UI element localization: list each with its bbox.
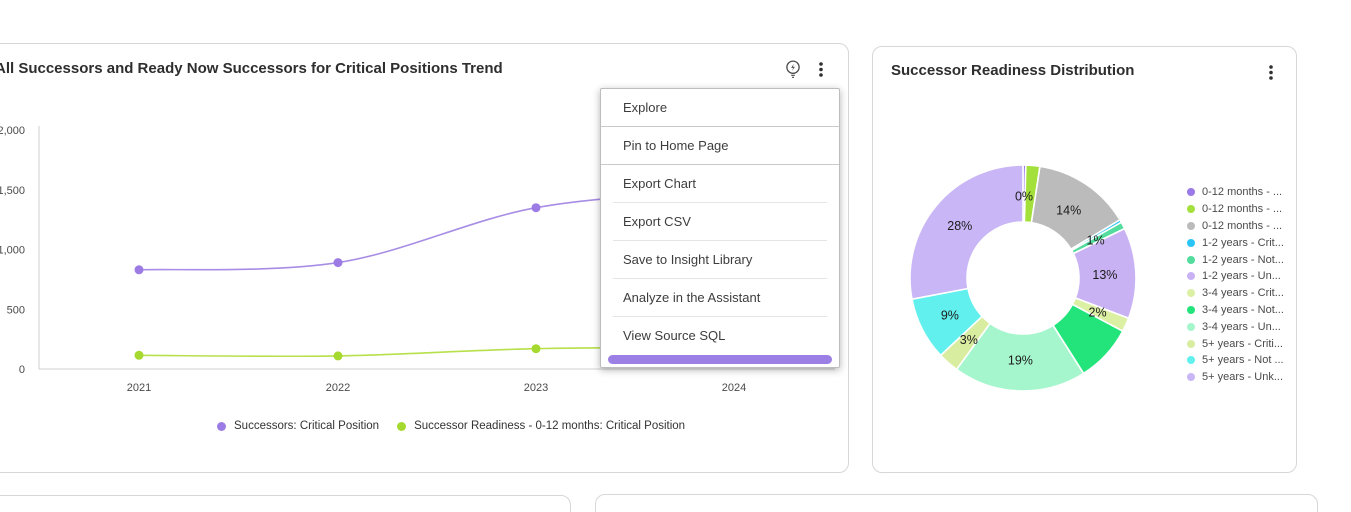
legend-label: 1-2 years - Not... xyxy=(1202,253,1284,266)
donut-legend-item[interactable]: 3-4 years - Not... xyxy=(1187,302,1284,319)
donut-legend-item[interactable]: 3-4 years - Crit... xyxy=(1187,285,1284,302)
chart-context-menu: Explore Pin to Home Page Export Chart Expor… xyxy=(600,88,840,368)
donut-legend-item[interactable]: 0-12 months - ... xyxy=(1187,184,1284,201)
menu-item-export-chart[interactable]: Export Chart xyxy=(601,165,839,203)
svg-text:14%: 14% xyxy=(1056,203,1081,217)
legend-label: Successors: Critical Position xyxy=(234,420,380,432)
legend-dot-icon xyxy=(1187,356,1195,365)
legend-dot-icon xyxy=(1187,289,1195,298)
svg-text:3%: 3% xyxy=(960,333,978,347)
svg-text:1,500: 1,500 xyxy=(0,185,25,197)
trend-kebab-menu-button[interactable] xyxy=(812,58,830,84)
svg-text:0: 0 xyxy=(19,364,25,376)
lightbulb-bolt-icon xyxy=(783,59,803,83)
menu-item-view-source-sql[interactable]: View Source SQL xyxy=(623,328,726,343)
legend-dot-icon xyxy=(1187,255,1195,264)
bottom-right-card xyxy=(595,494,1318,512)
donut-legend-item[interactable]: 5+ years - Not ... xyxy=(1187,352,1284,369)
svg-text:2022: 2022 xyxy=(326,382,350,394)
svg-text:2,000: 2,000 xyxy=(0,125,25,137)
trend-chart-legend: Successors: Critical Position Successor R… xyxy=(217,420,685,432)
legend-label: 5+ years - Not ... xyxy=(1202,354,1284,367)
svg-text:28%: 28% xyxy=(947,219,972,233)
legend-dot-icon xyxy=(1187,373,1195,382)
donut-legend-item[interactable]: 0-12 months - ... xyxy=(1187,201,1284,218)
legend-dot-icon xyxy=(1187,205,1195,214)
legend-dot-icon xyxy=(1187,339,1195,348)
svg-text:0%: 0% xyxy=(1015,190,1033,204)
legend-label: 3-4 years - Not... xyxy=(1202,303,1284,316)
donut-card-title: Successor Readiness Distribution xyxy=(891,62,1135,79)
svg-text:500: 500 xyxy=(7,304,25,316)
donut-legend-item[interactable]: 1-2 years - Not... xyxy=(1187,251,1284,268)
legend-dot-icon xyxy=(1187,188,1195,197)
trend-legend-item[interactable]: Successors: Critical Position xyxy=(217,420,379,432)
svg-text:1%: 1% xyxy=(1087,233,1105,247)
svg-text:2021: 2021 xyxy=(127,382,151,394)
menu-item-analyze-in-the-assistant[interactable]: Analyze in the Assistant xyxy=(601,279,839,317)
donut-legend-item[interactable]: 1-2 years - Crit... xyxy=(1187,234,1284,251)
legend-dot-icon xyxy=(1187,305,1195,314)
svg-text:13%: 13% xyxy=(1092,268,1117,282)
legend-label: 0-12 months - ... xyxy=(1202,186,1283,199)
menu-item-save-to-insight-library[interactable]: Save to Insight Library xyxy=(601,241,839,279)
svg-text:2024: 2024 xyxy=(722,382,746,394)
donut-card: Successor Readiness Distribution 0% 14% 1%… xyxy=(872,46,1297,473)
legend-dot-icon xyxy=(397,421,407,431)
donut-legend-item[interactable]: 5+ years - Unk... xyxy=(1187,369,1284,386)
donut-kebab-menu-button[interactable] xyxy=(1262,61,1280,87)
legend-dot-icon xyxy=(1187,322,1195,331)
insight-lightbulb-button[interactable] xyxy=(781,57,805,85)
legend-label: 5+ years - Unk... xyxy=(1202,371,1284,384)
trend-line-chart: 0 500 1,000 1,500 2,000 2021 2022 2023 2024 xyxy=(0,125,835,394)
legend-label: 3-4 years - Crit... xyxy=(1202,287,1284,300)
kebab-icon xyxy=(814,60,828,82)
legend-label: 1-2 years - Un... xyxy=(1202,270,1281,283)
donut-legend-item[interactable]: 0-12 months - ... xyxy=(1187,218,1284,235)
donut-legend: 0-12 months - ... 0-12 months - ... 0-12 m… xyxy=(1187,184,1284,386)
donut-legend-item[interactable]: 3-4 years - Un... xyxy=(1187,318,1284,335)
legend-label: Successor Readiness - 0-12 months: Criti… xyxy=(414,420,686,432)
trend-legend-item[interactable]: Successor Readiness - 0-12 months: Criti… xyxy=(397,420,685,432)
svg-text:2023: 2023 xyxy=(524,382,548,394)
legend-label: 0-12 months - ... xyxy=(1202,203,1283,216)
donut-legend-item[interactable]: 5+ years - Criti... xyxy=(1187,335,1284,352)
legend-dot-icon xyxy=(217,421,226,431)
menu-item-pin-to-home-page[interactable]: Pin to Home Page xyxy=(601,127,839,165)
legend-label: 1-2 years - Crit... xyxy=(1202,236,1284,249)
trend-card-actions xyxy=(781,57,830,85)
legend-label: 3-4 years - Un... xyxy=(1202,320,1281,333)
svg-text:9%: 9% xyxy=(941,309,959,323)
donut-chart: 0% 14% 1% 13% 2% 19% 3%9% 28% xyxy=(909,164,1137,392)
trend-card-title: All Successors and Ready Now Successors … xyxy=(0,60,503,77)
bottom-left-card xyxy=(0,495,571,512)
legend-dot-icon xyxy=(1187,221,1195,230)
svg-text:19%: 19% xyxy=(1008,354,1033,368)
svg-text:1,000: 1,000 xyxy=(0,245,25,257)
donut-legend-item[interactable]: 1-2 years - Un... xyxy=(1187,268,1284,285)
svg-text:2%: 2% xyxy=(1089,306,1107,320)
menu-item-explore[interactable]: Explore xyxy=(601,89,839,127)
legend-label: 5+ years - Criti... xyxy=(1202,337,1283,350)
legend-dot-icon xyxy=(1187,238,1195,247)
kebab-icon xyxy=(1264,63,1278,85)
legend-dot-icon xyxy=(1187,272,1195,281)
menu-accent-bar xyxy=(608,355,832,364)
menu-item-export-csv[interactable]: Export CSV xyxy=(601,203,839,241)
legend-label: 0-12 months - ... xyxy=(1202,219,1283,232)
